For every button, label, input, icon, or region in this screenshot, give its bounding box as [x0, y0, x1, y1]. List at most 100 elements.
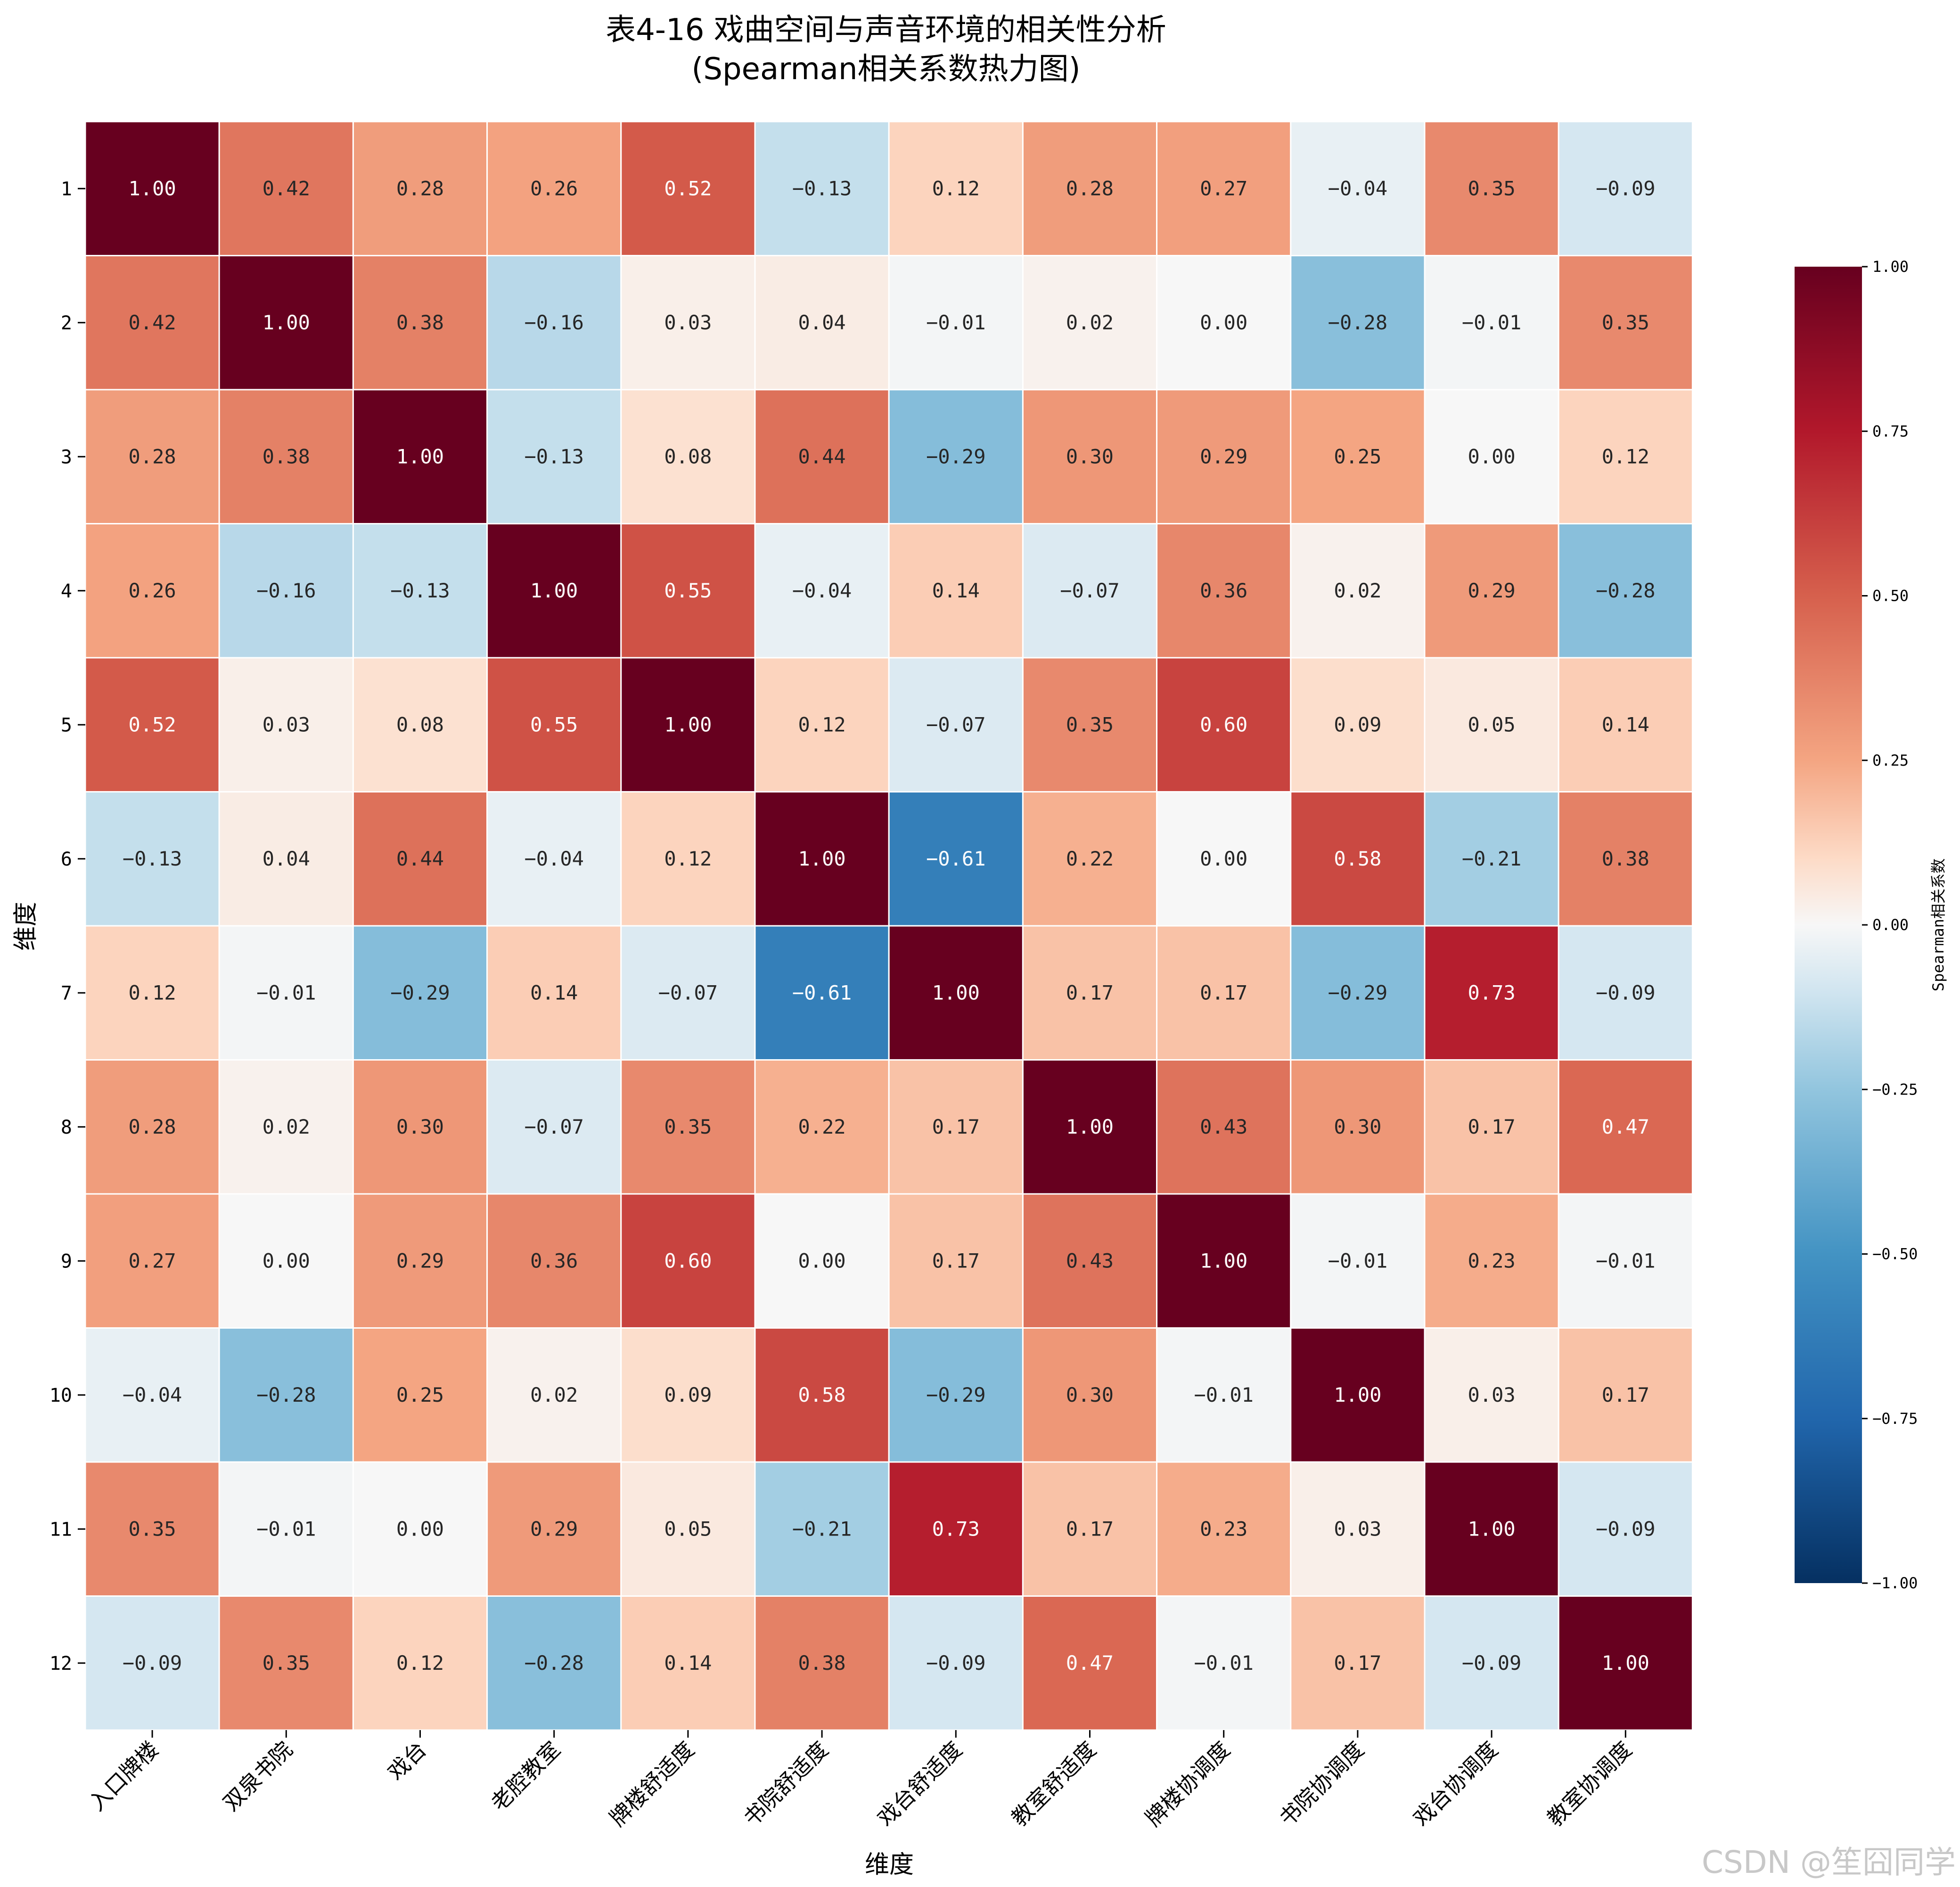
heatmap-cell: [84, 523, 220, 659]
cell-value-label: 1.00: [129, 177, 176, 200]
chart-title-line-1: 表4-16 戏曲空间与声音环境的相关性分析: [606, 13, 1166, 48]
cell-value-label: 0.29: [396, 1249, 444, 1272]
heatmap-cell: [1290, 255, 1426, 391]
cell-value-label: 0.73: [1468, 981, 1516, 1004]
heatmap-cell: [888, 255, 1024, 391]
heatmap-cell: [754, 791, 890, 927]
cell-value-label: −0.01: [1596, 1249, 1655, 1272]
cell-value-label: 1.00: [396, 445, 444, 468]
y-tick-label: 9: [61, 1250, 72, 1272]
heatmap-cell: [352, 255, 488, 391]
cell-value-label: 0.17: [1200, 981, 1247, 1004]
heatmap-cell: [888, 1059, 1024, 1195]
y-tick-label: 3: [61, 446, 72, 468]
x-tick-label: 戏台协调度: [1408, 1737, 1503, 1831]
cell-value-label: 0.14: [530, 981, 578, 1004]
heatmap-cell: [888, 925, 1024, 1061]
heatmap-cell: [352, 1193, 488, 1329]
cell-value-label: 0.00: [1200, 847, 1247, 870]
cell-value-label: −0.01: [1194, 1651, 1253, 1675]
cell-value-label: 0.26: [530, 177, 578, 200]
heatmap-cell: [620, 925, 756, 1061]
heatmap-cell: [218, 1059, 354, 1195]
heatmap-cell: [1424, 255, 1559, 391]
cell-value-label: 0.73: [932, 1517, 980, 1540]
heatmap-cell: [620, 1461, 756, 1597]
heatmap-cell: [1290, 1327, 1426, 1463]
cell-value-label: −0.61: [926, 847, 985, 870]
heatmap-cell: [1558, 1059, 1693, 1195]
heatmap-cell: [1424, 1595, 1559, 1731]
heatmap-cell: [1558, 1327, 1693, 1463]
cell-value-label: 0.09: [664, 1383, 712, 1406]
heatmap-cell: [1022, 1193, 1158, 1329]
cell-value-label: −0.28: [1328, 311, 1387, 334]
cell-value-label: 0.08: [396, 713, 444, 736]
y-tick-label: 7: [61, 982, 72, 1004]
cell-value-label: −0.07: [926, 713, 985, 736]
cell-value-label: 0.27: [129, 1249, 176, 1272]
heatmap-cell: [1424, 523, 1559, 659]
heatmap-cell: [486, 523, 622, 659]
cell-value-label: 0.35: [1468, 177, 1516, 200]
heatmap-cell: [1558, 1595, 1693, 1731]
heatmap-cell: [486, 255, 622, 391]
cell-value-label: −0.09: [926, 1651, 985, 1675]
cell-value-label: 0.05: [1468, 713, 1516, 736]
heatmap-cell: [1022, 1327, 1158, 1463]
heatmap-cell: [754, 121, 890, 256]
cell-value-label: 0.04: [262, 847, 310, 870]
x-tick-label: 戏台: [383, 1737, 431, 1785]
cell-value-label: −0.04: [1328, 177, 1387, 200]
heatmap-cell: [352, 1595, 488, 1731]
cell-value-label: 1.00: [932, 981, 980, 1004]
heatmap-cell: [1156, 1193, 1292, 1329]
cell-value-label: 0.02: [530, 1383, 578, 1406]
cell-value-label: 0.55: [664, 579, 712, 602]
heatmap-cell: [84, 1193, 220, 1329]
cell-value-label: 0.26: [129, 579, 176, 602]
cell-value-label: 0.28: [1066, 177, 1114, 200]
cell-value-label: 0.42: [262, 177, 310, 200]
heatmap-cell: [1290, 925, 1426, 1061]
cell-value-label: −0.04: [524, 847, 583, 870]
colorbar-ticks: 1.00 0.75 0.50 0.25 0.00 −0.25 −0.50 −0.75 −1.00: [1862, 258, 1918, 1592]
heatmap-cell: [888, 523, 1024, 659]
x-tick-label: 戏台舒适度: [872, 1737, 967, 1831]
x-tick-label: 书院协调度: [1274, 1737, 1369, 1831]
heatmap-cell: [1156, 523, 1292, 659]
x-tick-label: 双泉书院: [218, 1737, 297, 1816]
colorbar-tick-label: 0.25: [1872, 752, 1909, 769]
x-tick-label: 牌楼协调度: [1140, 1737, 1235, 1831]
cell-value-label: 0.09: [1334, 713, 1381, 736]
x-tick-label: 书院舒适度: [738, 1737, 833, 1831]
heatmap-cell: [1022, 1461, 1158, 1597]
cell-value-label: 1.00: [1334, 1383, 1381, 1406]
heatmap-cell: [1424, 389, 1559, 524]
cell-value-label: 0.30: [1334, 1115, 1381, 1138]
heatmap-cell: [352, 1327, 488, 1463]
cell-value-label: 1.00: [1602, 1651, 1649, 1675]
cell-value-label: −0.09: [123, 1651, 182, 1675]
cell-value-label: 0.36: [1200, 579, 1247, 602]
cell-value-label: 0.00: [1468, 445, 1516, 468]
cell-value-label: 0.30: [1066, 1383, 1114, 1406]
cell-value-label: −0.61: [792, 981, 852, 1004]
heatmap-cell: [486, 1193, 622, 1329]
cell-value-label: 1.00: [664, 713, 712, 736]
cell-value-label: 0.04: [798, 311, 846, 334]
cell-value-label: 0.17: [1066, 981, 1114, 1004]
heatmap-cell: [754, 1461, 890, 1597]
cell-value-label: 0.00: [396, 1517, 444, 1540]
cell-value-label: 0.22: [1066, 847, 1114, 870]
cell-value-label: 0.17: [1334, 1651, 1381, 1675]
cell-value-label: 0.03: [1468, 1383, 1516, 1406]
heatmap-cell: [352, 121, 488, 256]
cell-value-label: 0.55: [530, 713, 578, 736]
cell-value-label: −0.13: [524, 445, 583, 468]
heatmap-cell: [620, 1059, 756, 1195]
y-tick-label: 6: [61, 849, 72, 870]
cell-value-label: 0.44: [798, 445, 846, 468]
cell-value-label: 0.60: [1200, 713, 1247, 736]
heatmap-cell: [1558, 255, 1693, 391]
